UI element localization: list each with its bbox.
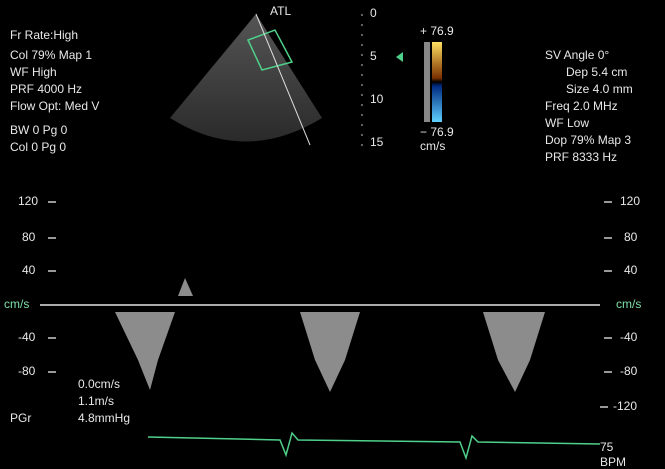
probe-label: ATL <box>270 4 291 18</box>
axis-label: -40 <box>18 330 36 344</box>
gray-bar <box>424 42 430 122</box>
measurement: 1.1m/s <box>78 394 114 408</box>
depth-label: 0 <box>370 6 377 20</box>
color-min: − 76.9 <box>420 125 454 139</box>
axis-label: 40 <box>22 263 36 277</box>
axis-unit: cm/s <box>616 297 641 311</box>
param: WF Low <box>545 116 589 130</box>
param: Dop 79% Map 3 <box>545 133 631 147</box>
heart-rate-unit: BPM <box>600 455 626 469</box>
param: Col 79% Map 1 <box>10 48 92 62</box>
axis-label: 80 <box>624 230 638 244</box>
axis-unit: cm/s <box>4 297 29 311</box>
color-unit: cm/s <box>420 139 445 153</box>
axis-label: -40 <box>620 330 638 344</box>
param: BW 0 Pg 0 <box>10 123 68 137</box>
param: WF High <box>10 65 57 79</box>
color-max: + 76.9 <box>420 24 454 38</box>
param: Freq 2.0 MHz <box>545 99 618 113</box>
param: Col 0 Pg 0 <box>10 140 66 154</box>
axis-label: 120 <box>620 194 640 208</box>
param: Fr Rate:High <box>10 28 78 42</box>
axis-label: 40 <box>624 263 638 277</box>
axis-label: 80 <box>22 230 36 244</box>
depth-label: 5 <box>370 49 377 63</box>
measurement: 4.8mmHg <box>78 411 130 425</box>
heart-rate: 75 <box>600 440 614 454</box>
axis-label: 120 <box>18 194 38 208</box>
color-bar <box>432 42 442 122</box>
param: Flow Opt: Med V <box>10 99 99 113</box>
measurement-label: PGr <box>10 411 31 425</box>
param: PRF 4000 Hz <box>10 82 82 96</box>
measurement: 0.0cm/s <box>78 377 120 391</box>
param: Size 4.0 mm <box>566 82 633 96</box>
axis-label: -80 <box>18 364 36 378</box>
axis-label: -120 <box>613 399 637 413</box>
axis-label: -80 <box>620 364 638 378</box>
depth-label: 15 <box>370 135 384 149</box>
depth-label: 10 <box>370 92 384 106</box>
param: SV Angle 0° <box>545 48 609 62</box>
ultrasound-screen: ATL Fr Rate:High Col 79% Map 1 WF High P… <box>0 0 665 469</box>
param: Dep 5.4 cm <box>566 65 627 79</box>
param: PRF 8333 Hz <box>545 150 617 164</box>
